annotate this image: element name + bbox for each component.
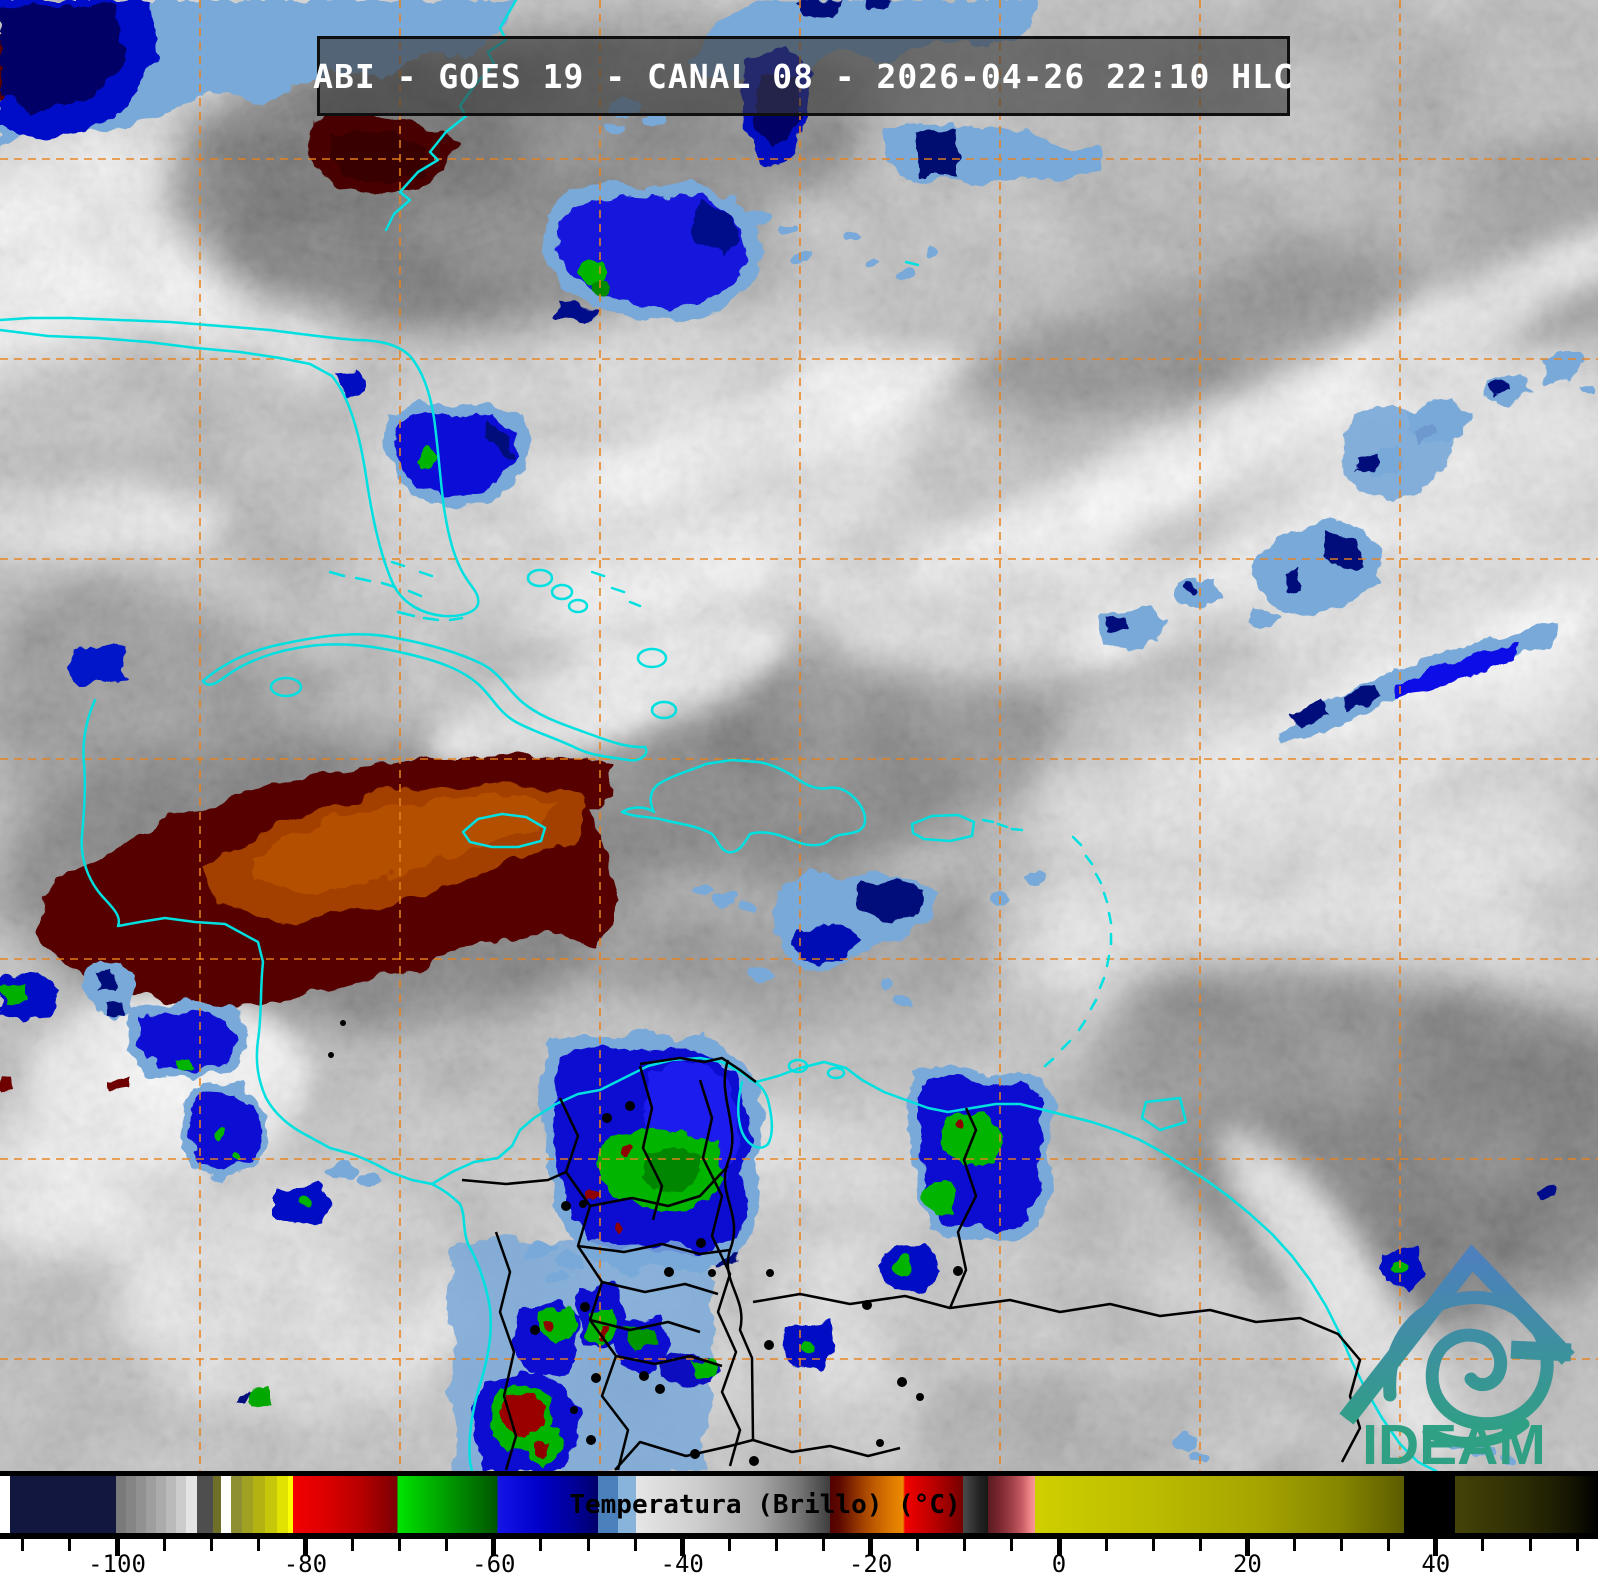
- colorbar-minor-tick: [727, 1539, 731, 1551]
- colorbar-minor-tick: [256, 1539, 260, 1551]
- colorbar-minor-tick: [162, 1539, 166, 1551]
- colorbar-major-tick: [302, 1539, 308, 1556]
- colorbar-axis: -100 -80 -60 -40 -20 0 20 40: [0, 1539, 1598, 1577]
- colorbar-minor-tick: [445, 1539, 449, 1551]
- islands-lesser-antilles: [981, 818, 1113, 1068]
- colorbar-major-tick: [679, 1539, 685, 1556]
- island-hispaniola: [620, 758, 867, 854]
- cloud-background: [0, 0, 1598, 1471]
- colorbar-minor-tick: [1104, 1539, 1108, 1551]
- logo-text: IDEAM: [1362, 1413, 1546, 1471]
- logo-hurricane-spiral-icon: [1383, 1291, 1554, 1431]
- colorbar-major-tick: [868, 1539, 874, 1556]
- colorbar-minor-tick: [1198, 1539, 1202, 1551]
- colorbar-tick-label: -80: [283, 1550, 328, 1577]
- colorbar-minor-tick: [586, 1539, 590, 1551]
- colorbar-minor-tick: [1528, 1539, 1532, 1551]
- coast-central-south-america: [80, 698, 1438, 1471]
- island-puerto-rico: [910, 813, 976, 843]
- graticule: [0, 0, 1598, 1471]
- colorbar-minor-tick: [1010, 1539, 1014, 1551]
- colorbar-minor-tick: [916, 1539, 920, 1551]
- title-text: ABI - GOES 19 - CANAL 08 - 2026-04-26 22…: [313, 56, 1294, 96]
- colorbar-minor-tick: [963, 1539, 967, 1551]
- island-curacao: [787, 1058, 809, 1074]
- city-dots: [328, 1020, 963, 1466]
- colorbar-tick-label: -100: [88, 1550, 146, 1577]
- colorbar-minor-tick: [1575, 1539, 1579, 1551]
- colorbar-major-tick: [1244, 1539, 1250, 1556]
- colorbar-major-tick: [114, 1539, 120, 1556]
- lake-maracaibo: [737, 1078, 773, 1149]
- colorbar-minor-tick: [1340, 1539, 1344, 1551]
- logo-spiral-tail-icon: [1422, 1418, 1530, 1448]
- colorbar-tick-label: 0: [1051, 1550, 1067, 1577]
- island-trinidad: [1140, 1096, 1188, 1132]
- florida-keys: [328, 570, 464, 622]
- colorbar-minor-tick: [398, 1539, 402, 1551]
- island-juventud: [269, 676, 303, 698]
- colorbar-minor-tick: [1151, 1539, 1155, 1551]
- island-cuba: [201, 632, 648, 762]
- colorbar-minor-tick: [209, 1539, 213, 1551]
- colorbar-tick-label: 20: [1232, 1550, 1262, 1577]
- ideam-logo: IDEAM: [1339, 1244, 1575, 1471]
- colorbar-minor-tick: [774, 1539, 778, 1551]
- colorbar-tick-label: -40: [660, 1550, 704, 1577]
- title-bar: ABI - GOES 19 - CANAL 08 - 2026-04-26 22…: [313, 36, 1293, 116]
- colorbar-minor-tick: [68, 1539, 72, 1551]
- colorbar-minor-tick: [539, 1539, 543, 1551]
- islands-bahamas: [390, 560, 678, 720]
- colorbar-title: Temperatura (Brillo) (°C): [569, 1490, 961, 1520]
- colorbar-tick-label: -20: [848, 1550, 893, 1577]
- colorbar-minor-tick: [1387, 1539, 1391, 1551]
- coastlines: [0, 0, 1438, 1471]
- colorbar-axis-line: [0, 1533, 1598, 1539]
- coast-pacific-colombia: [430, 1182, 493, 1471]
- country-borders: [328, 1020, 1362, 1471]
- coast-gulf-florida: [0, 316, 480, 618]
- island-jamaica: [461, 812, 547, 849]
- colorbar-tick-label: -60: [472, 1550, 516, 1577]
- colorbar-minor-tick: [351, 1539, 354, 1551]
- colorbar-minor-tick: [822, 1539, 825, 1551]
- colorbar-top-border: [0, 1471, 1598, 1476]
- cloud-grain: [0, 0, 1598, 1471]
- colorbar-gradient: [0, 1476, 1598, 1533]
- colorbar-minor-tick: [1481, 1539, 1485, 1551]
- colorbar-major-tick: [1056, 1539, 1062, 1556]
- colorbar-minor-tick: [1293, 1539, 1296, 1551]
- dry-air-regions: [0, 34, 618, 1090]
- colorbar-minor-tick: [21, 1539, 25, 1551]
- colorbar-legend: Temperatura (Brillo) (°C) -100 -80 -60 -40-…: [0, 1471, 1598, 1577]
- colorbar-major-tick: [491, 1539, 497, 1556]
- island-speck: [904, 260, 920, 267]
- colorbar-minor-tick: [633, 1539, 637, 1551]
- satellite-map: IDEAM: [0, 0, 1598, 1471]
- colorbar-tick-label: 40: [1421, 1550, 1451, 1577]
- island-bonaire: [826, 1066, 846, 1080]
- colorbar-major-tick: [1433, 1539, 1439, 1556]
